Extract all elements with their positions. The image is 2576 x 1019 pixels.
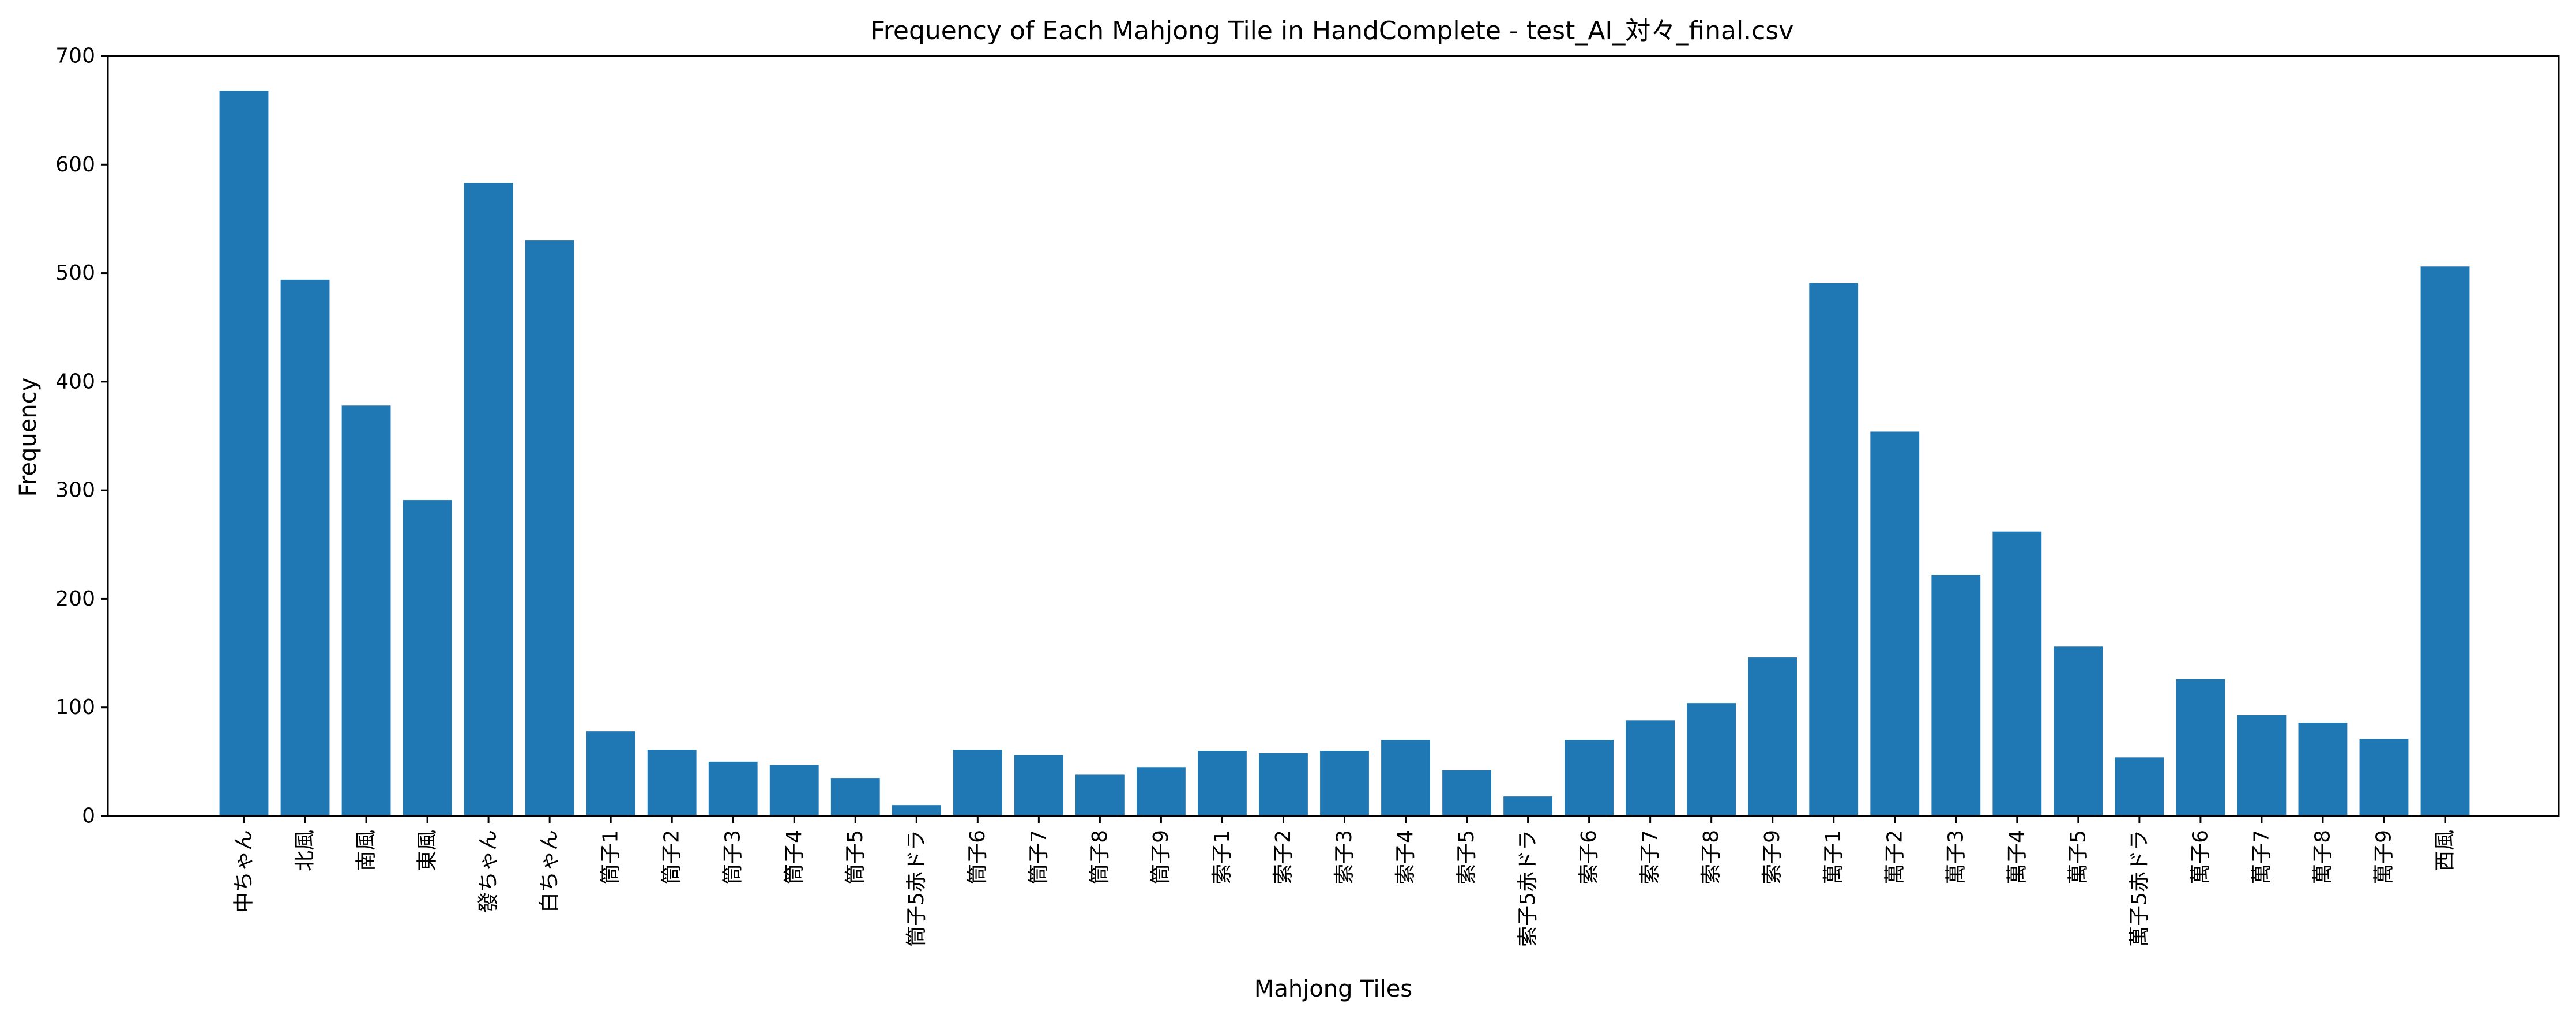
x-tick-label: 萬子4	[2005, 830, 2029, 885]
bars-group	[219, 91, 2470, 817]
bar	[403, 500, 452, 816]
bar	[1198, 751, 1247, 816]
bar	[1748, 657, 1797, 816]
x-tick-label: 西風	[2434, 830, 2457, 871]
x-tick-label: 萬子7	[2250, 830, 2273, 885]
bar	[525, 240, 574, 817]
bar	[2054, 646, 2103, 816]
bar	[1075, 774, 1125, 816]
x-axis-ticks: 中ちゃん 北風 南風 東風 發ちゃん 白ちゃん 筒子1 筒子2 筒子3 筒子4 筒子5 筒子5赤ドラ 筒…	[232, 816, 2457, 947]
bar	[1809, 283, 1859, 816]
x-tick-label: 索子8	[1699, 830, 1723, 885]
x-tick-label: 索子6	[1577, 830, 1601, 885]
x-tick-label: 萬子5赤ドラ	[2127, 830, 2151, 947]
x-tick-label: 萬子5	[2066, 830, 2090, 885]
x-tick-label: 筒子5赤ドラ	[905, 830, 928, 947]
bar	[1137, 767, 1186, 816]
x-tick-label: 索子3	[1333, 830, 1356, 885]
y-tick-label: 100	[55, 695, 95, 719]
bar	[1259, 753, 1308, 816]
x-tick-label: 發ちゃん	[477, 830, 501, 913]
bar	[1381, 740, 1430, 816]
y-tick-label: 400	[55, 370, 95, 393]
x-tick-label: 筒子7	[1027, 830, 1051, 885]
bar	[1503, 796, 1552, 816]
bar	[1626, 720, 1675, 816]
bar	[280, 279, 330, 816]
x-tick-label: 索子5	[1455, 830, 1479, 885]
bar	[1014, 755, 1063, 816]
x-tick-label: 索子4	[1394, 830, 1417, 885]
bar	[892, 805, 941, 816]
y-tick-label: 0	[82, 804, 95, 828]
bar	[464, 183, 513, 816]
bar	[830, 778, 880, 816]
bar	[1931, 575, 1981, 816]
y-axis-ticks: 0 100 200 300 400 500 600 700	[55, 44, 108, 828]
bar	[708, 761, 758, 816]
x-tick-label: 白ちゃん	[538, 830, 562, 913]
bar	[2420, 266, 2470, 816]
x-tick-label: 東風	[416, 830, 439, 871]
bar	[1442, 770, 1491, 816]
bar	[647, 750, 697, 816]
bar	[953, 750, 1002, 816]
x-tick-label: 萬子6	[2188, 830, 2212, 885]
bar	[2359, 739, 2409, 816]
x-tick-label: 索子1	[1210, 830, 1234, 885]
bar	[1565, 740, 1614, 816]
bar	[586, 731, 635, 816]
x-tick-label: 萬子3	[1944, 830, 1968, 885]
x-axis-label: Mahjong Tiles	[1254, 976, 1412, 1002]
bar	[2115, 757, 2164, 816]
x-tick-label: 中ちゃん	[232, 830, 256, 913]
bar	[1687, 703, 1736, 816]
x-tick-label: 筒子1	[599, 830, 623, 885]
x-tick-label: 筒子4	[783, 830, 806, 885]
x-tick-label: 北風	[294, 830, 317, 871]
plot-frame	[107, 55, 2560, 817]
x-tick-label: 索子9	[1761, 830, 1784, 885]
x-tick-label: 索子2	[1272, 830, 1295, 885]
y-axis-label: Frequency	[15, 378, 42, 497]
bar	[1870, 431, 1920, 816]
x-tick-label: 萬子2	[1883, 830, 1906, 885]
x-tick-label: 萬子9	[2372, 830, 2396, 885]
x-tick-label: 筒子9	[1149, 830, 1173, 885]
x-tick-label: 筒子5	[844, 830, 867, 885]
y-tick-label: 200	[55, 587, 95, 611]
x-tick-label: 筒子6	[966, 830, 990, 885]
x-tick-label: 筒子2	[660, 830, 684, 885]
x-tick-label: 索子5赤ドラ	[1516, 830, 1540, 947]
x-tick-label: 筒子8	[1088, 830, 1112, 885]
x-tick-label: 索子7	[1638, 830, 1662, 885]
chart-title: Frequency of Each Mahjong Tile in HandCo…	[871, 16, 1794, 46]
y-tick-label: 600	[55, 153, 95, 176]
bar	[2237, 715, 2287, 816]
bar	[2176, 679, 2225, 816]
x-tick-label: 萬子1	[1822, 830, 1845, 885]
bar	[1992, 531, 2042, 816]
y-tick-label: 300	[55, 479, 95, 502]
bar	[1320, 751, 1369, 816]
bar	[2298, 723, 2348, 816]
bar	[341, 405, 391, 816]
y-tick-label: 500	[55, 261, 95, 285]
y-tick-label: 700	[55, 44, 95, 68]
bar	[219, 91, 269, 816]
x-tick-label: 筒子3	[721, 830, 745, 885]
x-tick-label: 萬子8	[2311, 830, 2334, 885]
bar	[769, 765, 819, 816]
x-tick-label: 南風	[355, 830, 378, 871]
